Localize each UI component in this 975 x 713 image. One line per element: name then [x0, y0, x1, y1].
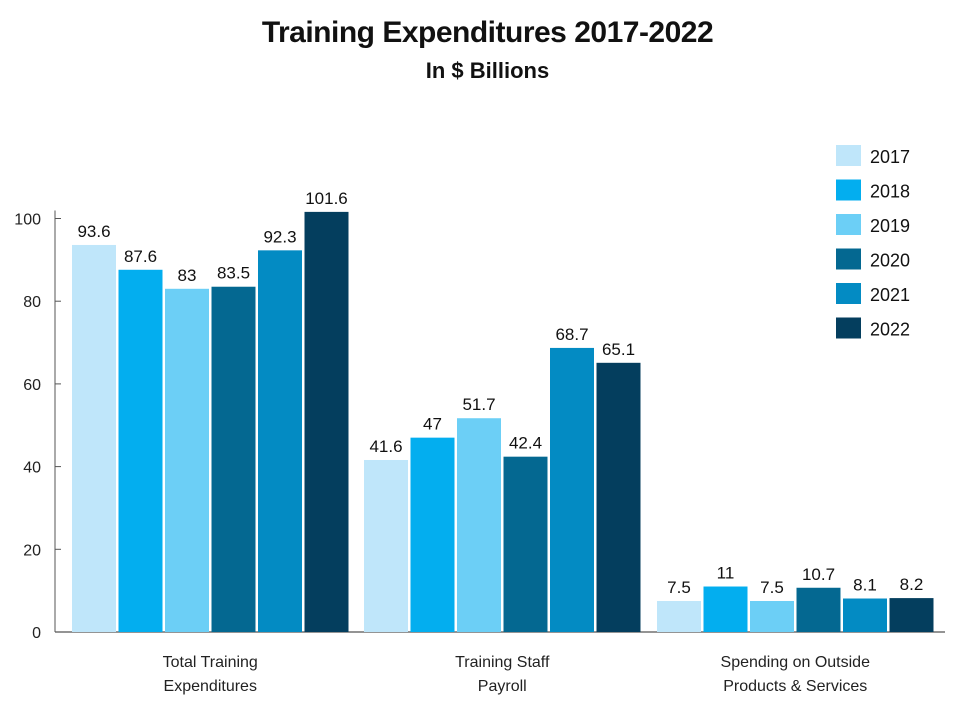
bar	[703, 586, 748, 632]
data-label: 47	[423, 415, 442, 434]
category-label: Payroll	[478, 678, 527, 695]
legend-label: 2020	[870, 251, 910, 271]
y-tick-label: 100	[14, 212, 41, 229]
category-labels: Total Training Expenditures Training Staff…	[163, 654, 870, 695]
legend-label: 2021	[870, 285, 910, 305]
bar	[596, 362, 641, 632]
bar	[750, 600, 794, 632]
bar	[550, 347, 594, 632]
bar	[258, 250, 302, 633]
data-label: 92.3	[263, 227, 296, 246]
category-label: Training Staff	[455, 654, 550, 671]
legend-label: 2019	[870, 216, 910, 236]
bar	[457, 418, 501, 632]
bar	[211, 286, 256, 632]
data-label: 68.7	[555, 325, 588, 344]
bar	[889, 598, 934, 632]
legend-label: 2022	[870, 320, 910, 340]
data-label: 87.6	[124, 247, 157, 266]
bar	[843, 598, 887, 632]
bar	[304, 211, 349, 632]
data-label: 93.6	[77, 222, 110, 241]
data-label: 11	[717, 564, 735, 583]
data-label: 83.5	[217, 264, 250, 283]
data-label: 7.5	[667, 578, 691, 597]
y-tick-label: 80	[23, 294, 41, 311]
data-label: 65.1	[602, 340, 635, 359]
category-label: Spending on Outside	[721, 654, 871, 671]
chart-subtitle: In $ Billions	[425, 58, 550, 83]
legend-swatch	[836, 145, 861, 166]
y-tick-label: 60	[23, 377, 41, 394]
chart-title: Training Expenditures 2017-2022	[261, 16, 714, 49]
category-label: Expenditures	[164, 678, 257, 695]
legend-swatch	[836, 214, 861, 235]
bar	[364, 459, 408, 632]
category-label: Total Training	[163, 654, 258, 671]
bars	[72, 211, 934, 633]
data-label: 8.1	[853, 576, 877, 595]
legend-label: 2018	[870, 182, 910, 202]
data-label: 8.2	[900, 575, 924, 594]
data-label: 41.6	[369, 437, 402, 456]
legend-swatch	[836, 179, 861, 201]
bar	[72, 244, 116, 633]
data-label: 51.7	[462, 395, 495, 414]
data-label: 101.6	[305, 189, 348, 208]
data-label: 42.4	[509, 434, 542, 453]
bar	[165, 288, 209, 632]
bar	[796, 587, 841, 632]
legend-label: 2017	[870, 147, 910, 167]
data-label: 83	[178, 266, 197, 285]
y-tick-label: 20	[23, 542, 41, 559]
legend: 2017 2018 2019 2020 2021 2022	[836, 145, 910, 340]
bar	[118, 269, 163, 632]
data-label: 7.5	[760, 578, 784, 597]
y-tick-label: 0	[32, 625, 41, 642]
data-labels: 93.6 41.6 7.5 87.6 47 11 83 51.7 7.5 83.5 42.4 10.7…	[77, 189, 923, 597]
category-label: Products & Services	[723, 678, 867, 695]
data-label: 10.7	[802, 565, 835, 584]
bar	[503, 456, 548, 632]
legend-swatch	[836, 283, 861, 304]
legend-swatch	[836, 317, 861, 339]
bar	[410, 437, 455, 632]
legend-swatch	[836, 248, 861, 270]
bar	[657, 600, 701, 632]
y-tick-label: 40	[23, 460, 41, 477]
